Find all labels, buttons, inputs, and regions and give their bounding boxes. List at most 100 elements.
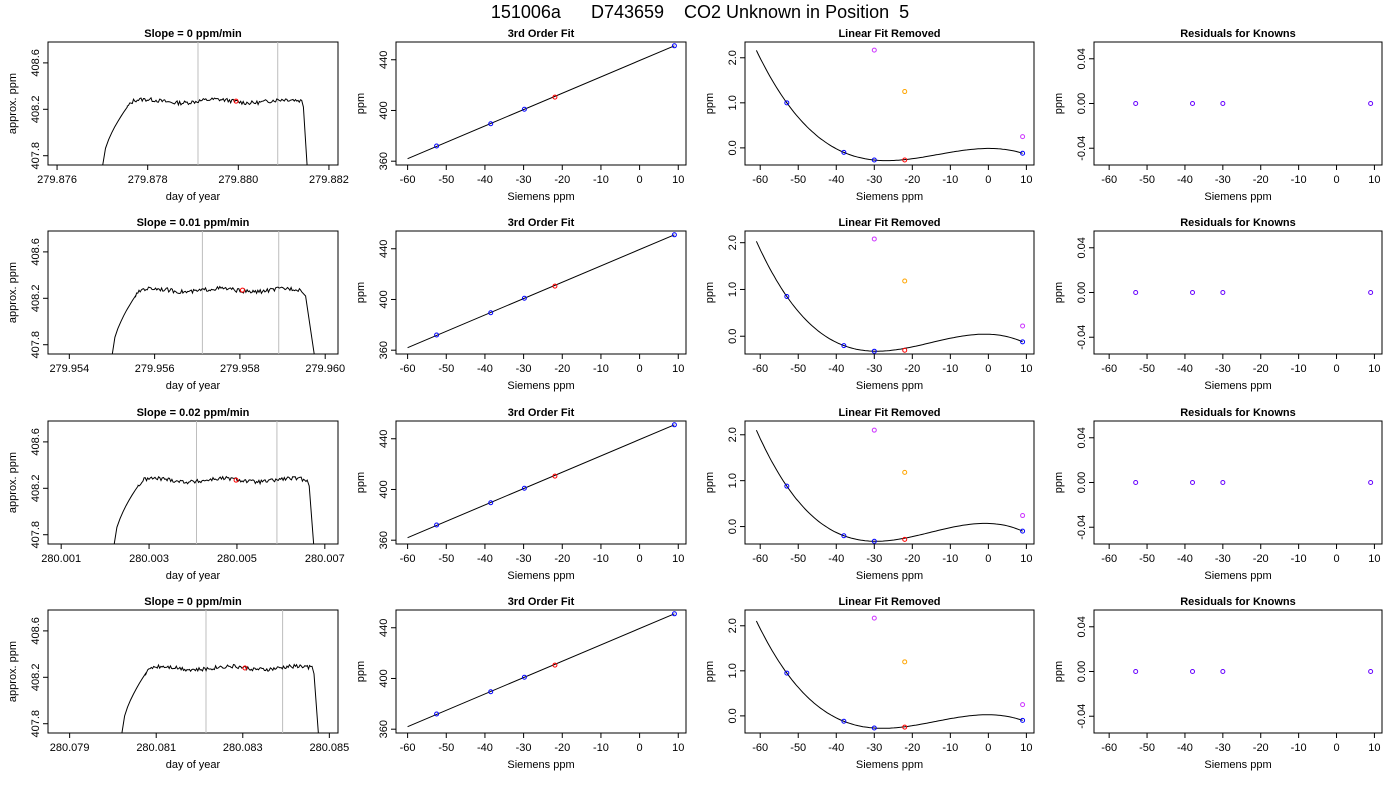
x-tick-label: -20 bbox=[554, 553, 570, 565]
y-tick-label: -0.04 bbox=[1076, 325, 1088, 350]
x-tick-label: 0 bbox=[637, 174, 643, 186]
plot-frame bbox=[395, 420, 687, 545]
x-tick-label: 0 bbox=[985, 174, 991, 186]
data-point bbox=[552, 473, 558, 479]
x-tick-label: -60 bbox=[752, 742, 768, 754]
y-axis-label: approx. ppm bbox=[7, 641, 19, 702]
y-tick-label: 0.04 bbox=[1076, 237, 1088, 258]
x-tick-label: -30 bbox=[866, 553, 882, 565]
x-tick-label: -20 bbox=[904, 363, 920, 375]
y-tick-label: 0.00 bbox=[1076, 93, 1088, 114]
data-point bbox=[841, 533, 847, 539]
x-axis-label: Siemens ppm bbox=[507, 191, 574, 203]
x-tick-label: 0 bbox=[637, 363, 643, 375]
plot-frame bbox=[744, 609, 1035, 734]
sample-marker bbox=[233, 98, 239, 104]
x-tick-label: -20 bbox=[1253, 553, 1269, 565]
data-point bbox=[434, 522, 440, 528]
panel-title: Residuals for Knowns bbox=[1180, 217, 1296, 229]
panel-title: Slope = 0.02 ppm/min bbox=[137, 407, 250, 419]
data-point bbox=[488, 500, 494, 506]
plot-area bbox=[111, 231, 315, 354]
x-tick-label: 280.083 bbox=[223, 742, 263, 754]
x-tick-label: -20 bbox=[1253, 742, 1269, 754]
panel-title: Linear Fit Removed bbox=[838, 407, 940, 419]
x-tick-label: 280.005 bbox=[217, 553, 257, 565]
x-tick-label: -30 bbox=[1215, 174, 1231, 186]
y-tick-label: -0.04 bbox=[1076, 704, 1088, 729]
sample-marker bbox=[242, 665, 248, 671]
y-axis-label: ppm bbox=[1053, 282, 1065, 303]
y-tick-label: 360 bbox=[378, 531, 390, 549]
data-point bbox=[552, 283, 558, 289]
y-axis-label: ppm bbox=[1053, 661, 1065, 682]
x-tick-label: -10 bbox=[942, 553, 958, 565]
y-axis-label: approx. ppm bbox=[7, 262, 19, 323]
data-point bbox=[871, 725, 877, 731]
x-tick-label: 279.956 bbox=[135, 363, 175, 375]
x-axis-label: Siemens ppm bbox=[507, 759, 574, 771]
x-tick-label: -10 bbox=[593, 174, 609, 186]
x-tick-label: 280.001 bbox=[41, 553, 81, 565]
x-tick-label: -50 bbox=[1139, 742, 1155, 754]
data-point bbox=[1190, 480, 1196, 485]
y-tick-label: 400 bbox=[378, 669, 390, 687]
data-point bbox=[902, 469, 908, 475]
panel-title: Residuals for Knowns bbox=[1180, 596, 1296, 608]
x-tick-label: 279.954 bbox=[49, 363, 89, 375]
y-tick-label: 408.2 bbox=[30, 96, 42, 124]
data-point bbox=[902, 536, 908, 542]
x-tick-label: -30 bbox=[516, 174, 532, 186]
x-tick-label: -30 bbox=[866, 363, 882, 375]
x-axis-label: day of year bbox=[166, 759, 221, 771]
plot-area bbox=[1133, 290, 1374, 295]
panel-title: Linear Fit Removed bbox=[838, 28, 940, 40]
x-tick-label: -60 bbox=[1101, 363, 1117, 375]
y-tick-label: 408.6 bbox=[30, 49, 42, 77]
plot-area bbox=[407, 611, 677, 728]
x-tick-label: 10 bbox=[672, 174, 684, 186]
data-point bbox=[488, 689, 494, 695]
fit-curve bbox=[755, 241, 1023, 352]
y-tick-label: 440 bbox=[378, 51, 390, 69]
y-tick-label: 407.8 bbox=[30, 710, 42, 738]
x-tick-label: 0 bbox=[1333, 174, 1339, 186]
y-tick-label: 408.6 bbox=[30, 617, 42, 645]
x-tick-label: -40 bbox=[828, 174, 844, 186]
y-tick-label: 360 bbox=[378, 720, 390, 738]
data-point bbox=[1020, 528, 1026, 534]
data-point bbox=[1133, 480, 1139, 485]
x-tick-label: -20 bbox=[904, 174, 920, 186]
y-tick-label: 440 bbox=[378, 430, 390, 448]
y-tick-label: 408.2 bbox=[30, 285, 42, 313]
fit-line bbox=[407, 424, 675, 539]
x-tick-label: 10 bbox=[672, 742, 684, 754]
x-tick-label: -30 bbox=[866, 742, 882, 754]
data-point bbox=[1133, 290, 1139, 295]
sample-marker bbox=[233, 477, 239, 483]
data-point bbox=[902, 659, 908, 665]
data-point bbox=[1020, 150, 1026, 156]
data-point bbox=[902, 278, 908, 284]
x-axis-label: Siemens ppm bbox=[856, 380, 923, 392]
x-tick-label: -60 bbox=[400, 742, 416, 754]
x-tick-label: 0 bbox=[985, 363, 991, 375]
x-axis-label: day of year bbox=[166, 570, 221, 582]
plot-area bbox=[755, 427, 1026, 544]
x-tick-label: 10 bbox=[672, 363, 684, 375]
x-axis-label: Siemens ppm bbox=[507, 570, 574, 582]
y-tick-label: 1.0 bbox=[727, 663, 739, 678]
data-point bbox=[488, 121, 494, 127]
data-point bbox=[902, 724, 908, 730]
x-tick-label: 10 bbox=[672, 553, 684, 565]
x-tick-label: -10 bbox=[593, 363, 609, 375]
x-tick-label: 279.876 bbox=[37, 174, 77, 186]
data-point bbox=[671, 611, 677, 617]
plot-frame bbox=[395, 41, 687, 166]
plot-frame bbox=[744, 230, 1035, 355]
x-tick-label: 280.003 bbox=[129, 553, 169, 565]
data-point bbox=[1133, 669, 1139, 674]
panel-title: 3rd Order Fit bbox=[508, 217, 575, 229]
x-axis-label: Siemens ppm bbox=[856, 759, 923, 771]
trace-line bbox=[113, 475, 315, 544]
